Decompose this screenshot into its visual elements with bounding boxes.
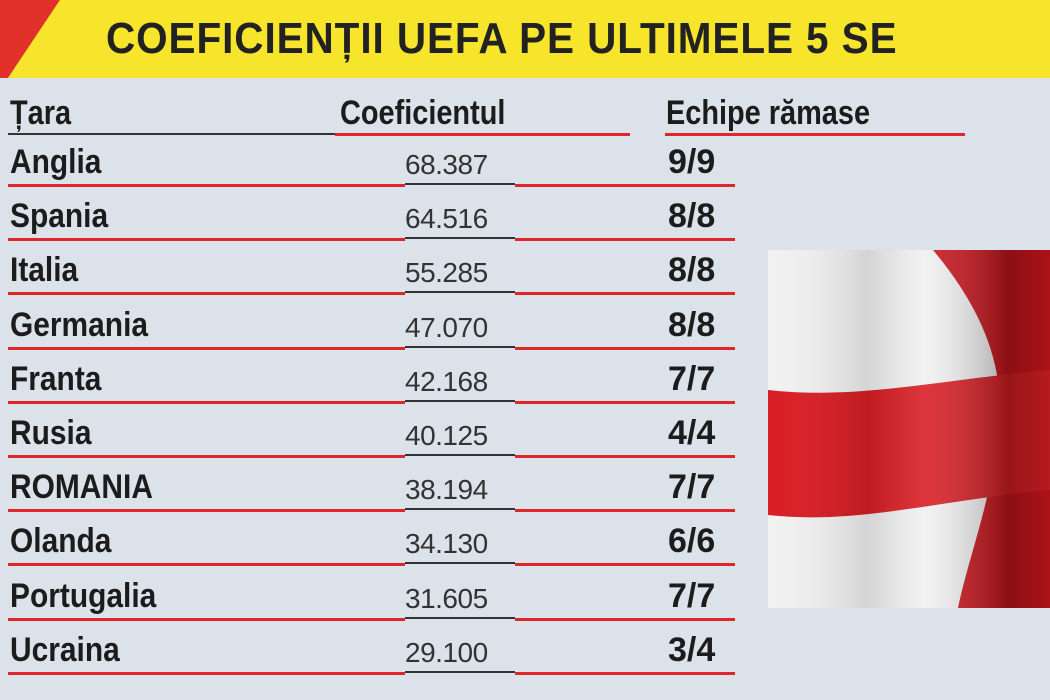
teams-left: 8/8 — [668, 305, 716, 344]
coefficient: 68.387 — [405, 149, 488, 180]
teams-left: 7/7 — [668, 359, 716, 398]
header-rule — [335, 133, 630, 136]
row-rule — [515, 671, 735, 675]
row-rule — [8, 238, 405, 242]
teams-left: 8/8 — [668, 197, 716, 236]
row-rule — [8, 346, 405, 350]
country: Italia — [10, 251, 79, 290]
row-rule — [8, 292, 405, 296]
row-rule — [515, 238, 735, 242]
coef-rule — [405, 670, 515, 673]
country: Franta — [10, 359, 102, 398]
row-rule — [8, 563, 405, 567]
coef-rule — [405, 562, 515, 565]
row-rule — [8, 400, 405, 404]
coef-rule — [405, 291, 515, 294]
country: Olanda — [10, 522, 112, 561]
teams-left: 7/7 — [668, 576, 716, 615]
teams-left: 4/4 — [668, 414, 716, 452]
coef-rule — [405, 345, 515, 348]
row-rule — [515, 509, 735, 513]
coefficient: 29.100 — [405, 636, 488, 668]
row-rule — [8, 671, 405, 675]
coefficient: 31.605 — [405, 582, 488, 614]
row-rule — [8, 184, 405, 187]
country: Ucraina — [10, 630, 120, 669]
coefficient: 42.168 — [405, 365, 488, 397]
row-rule — [515, 563, 735, 567]
teams-left: 9/9 — [668, 143, 716, 181]
row-rule — [515, 292, 735, 296]
column-header: Coeficientul — [340, 94, 506, 132]
country: Portugalia — [10, 576, 157, 615]
teams-left: 3/4 — [668, 630, 716, 669]
coefficient: 40.125 — [405, 420, 488, 451]
row-rule — [515, 184, 735, 187]
row-rule — [515, 617, 735, 621]
coef-rule — [405, 237, 515, 240]
column-header: Țara — [10, 94, 72, 132]
coefficient: 34.130 — [405, 528, 488, 560]
coef-rule — [405, 616, 515, 619]
teams-left: 8/8 — [668, 251, 716, 290]
row-rule — [8, 617, 405, 621]
coef-rule — [405, 183, 515, 185]
coefficient: 47.070 — [405, 311, 488, 343]
england-flag — [768, 250, 1050, 608]
title: COEFICIENȚII UEFA PE ULTIMELE 5 SE — [106, 14, 898, 63]
teams-left: 6/6 — [668, 522, 716, 561]
coefficient: 64.516 — [405, 203, 488, 235]
coefficient: 55.285 — [405, 257, 488, 289]
coef-rule — [405, 399, 515, 402]
corner-triangle — [0, 0, 80, 78]
header-rule — [8, 133, 335, 135]
coefficient: 38.194 — [405, 474, 488, 506]
row-rule — [515, 400, 735, 404]
country: ROMANIA — [10, 468, 153, 507]
column-header: Echipe rămase — [666, 94, 871, 132]
row-rule — [8, 509, 405, 513]
country: Rusia — [10, 414, 92, 452]
row-rule — [8, 455, 405, 458]
row-rule — [515, 346, 735, 350]
coef-rule — [405, 508, 515, 511]
country: Anglia — [10, 143, 102, 181]
header-rule — [665, 133, 965, 136]
coef-rule — [405, 454, 515, 456]
country: Germania — [10, 305, 149, 344]
title-banner: COEFICIENȚII UEFA PE ULTIMELE 5 SE — [22, 0, 1050, 78]
teams-left: 7/7 — [668, 468, 716, 507]
country: Spania — [10, 197, 109, 236]
row-rule — [515, 455, 735, 458]
